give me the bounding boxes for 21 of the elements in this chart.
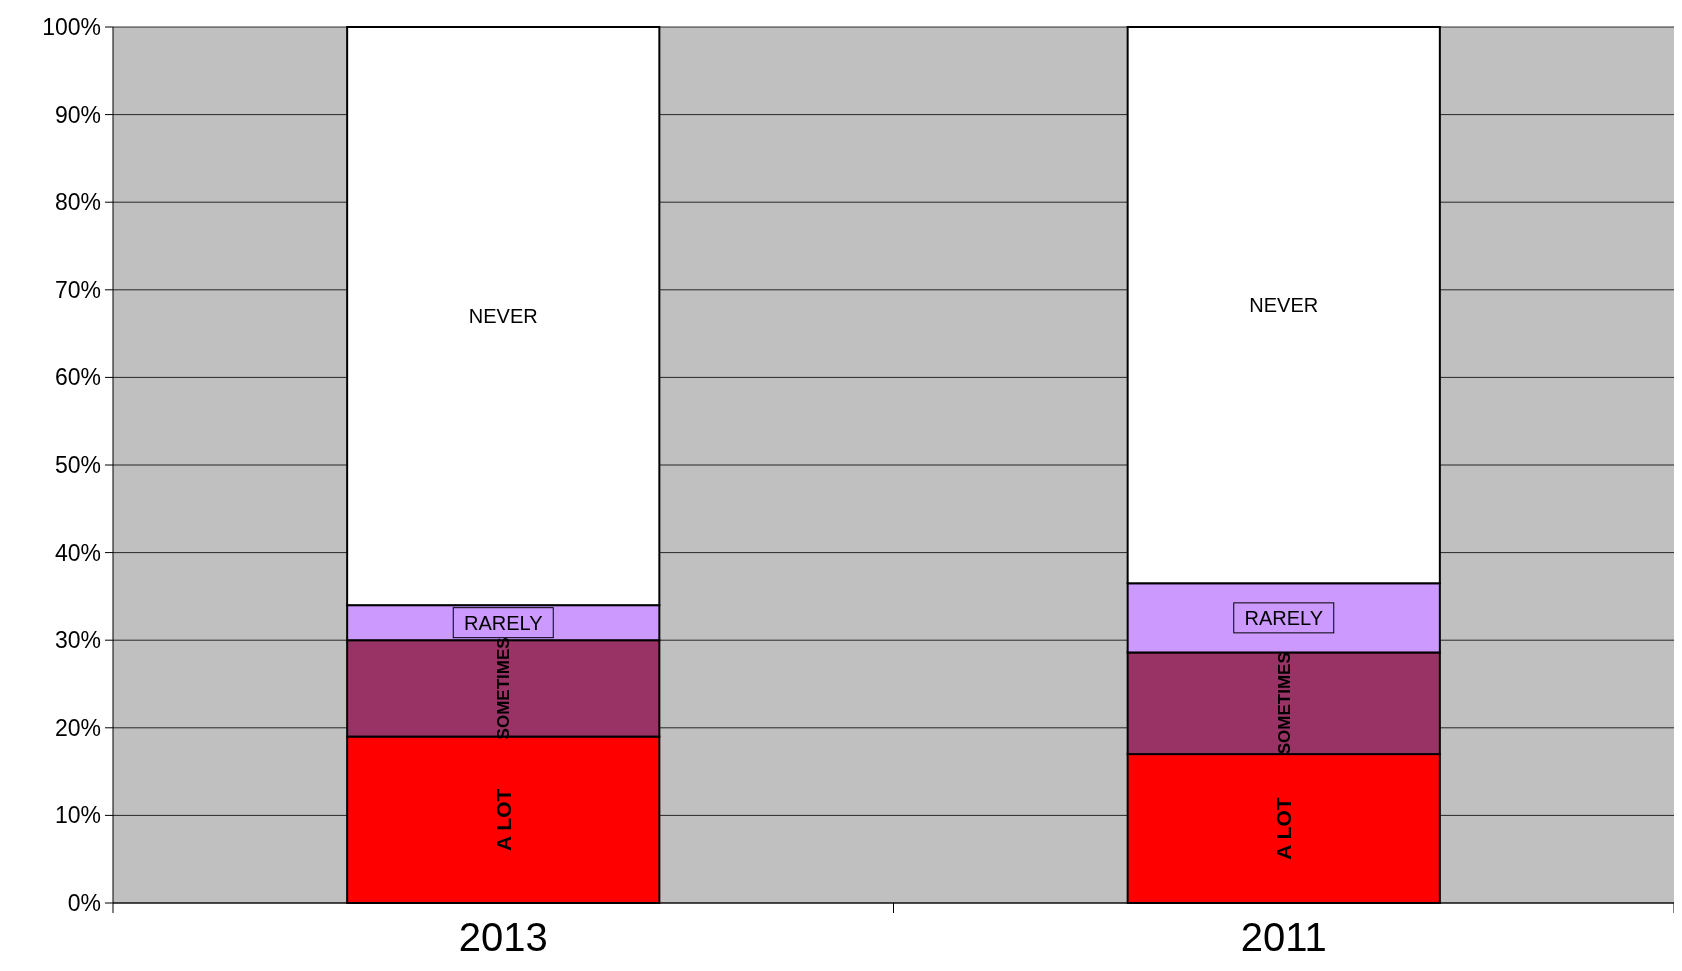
y-tick-label: 60% <box>54 364 101 391</box>
text: RARELY <box>1244 606 1324 629</box>
y-tick-label: 30% <box>54 627 101 654</box>
text: NEVER <box>468 305 538 328</box>
y-tick-label: 20% <box>54 714 101 741</box>
series-label: SOMETIMES <box>1274 652 1294 755</box>
text: SOMETIMES <box>494 637 514 740</box>
y-tick-label: 50% <box>54 452 101 479</box>
y-tick-label: 0% <box>67 890 101 917</box>
y-tick-label: 10% <box>54 802 101 829</box>
x-tick-label: 2011 <box>1240 915 1327 959</box>
series-label: RARELY <box>463 611 543 634</box>
y-tick-label: 100% <box>42 14 101 41</box>
text: A LOT <box>491 788 515 851</box>
y-tick-label: 70% <box>54 276 101 303</box>
y-tick-label: 80% <box>54 189 101 216</box>
y-tick-label: 90% <box>54 101 101 128</box>
series-label: A LOT <box>1272 797 1296 860</box>
x-tick-label: 2013 <box>458 915 548 959</box>
y-tick-label: 40% <box>54 539 101 566</box>
series-label: NEVER <box>1249 294 1319 317</box>
